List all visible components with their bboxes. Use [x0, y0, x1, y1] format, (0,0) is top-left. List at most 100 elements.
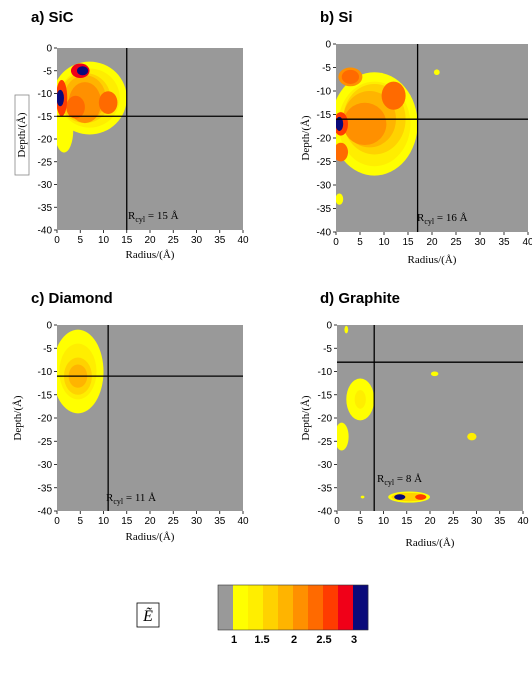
panel-d-x-axis-label: Radius/(Å) [406, 537, 455, 549]
contour-region [344, 325, 349, 334]
contour-region [430, 371, 439, 377]
y-tick-label: -20 [38, 135, 53, 146]
y-tick-label: -30 [317, 181, 332, 192]
panel-a-x-ticks: 0 5 10 15 20 25 30 35 40 [54, 230, 249, 246]
colorbar-swatch [278, 585, 294, 630]
contour-region [57, 89, 64, 107]
y-tick-label: 0 [326, 321, 332, 332]
contour-region [341, 69, 360, 84]
panel-b-y-ticks: 0 -5 -10 -15 -20 -25 -30 -35 -40 [317, 40, 336, 239]
colorbar-swatch [218, 585, 234, 630]
x-tick-label: 40 [517, 516, 529, 527]
panel-c-x-ticks: 0 5 10 15 20 25 30 35 40 [54, 511, 249, 527]
panel-c-y-axis-label: Depth/(Å) [12, 395, 24, 441]
y-tick-label: -25 [317, 157, 332, 168]
panel-d-plot-area [337, 325, 523, 511]
panel-d-crosshair [337, 325, 523, 511]
contour-region [337, 422, 349, 451]
panel-a-title: a) SiC [31, 9, 74, 26]
panel-a-y-ticks: 0 -5 -10 -15 -20 -25 -30 -35 -40 [38, 44, 57, 237]
y-tick-label: 0 [325, 40, 331, 51]
y-tick-label: -40 [318, 507, 333, 518]
colorbar-tick-label: 2 [291, 634, 297, 646]
x-tick-label: 30 [191, 516, 203, 527]
y-tick-label: -40 [38, 226, 53, 237]
x-tick-label: 5 [357, 516, 363, 527]
x-tick-label: 20 [424, 516, 436, 527]
colorbar-tick-label: 2.5 [316, 634, 331, 646]
x-tick-label: 5 [357, 237, 363, 248]
panel-c-rcyl-label: Rcyl = 11 Å [106, 492, 156, 506]
y-tick-label: -15 [317, 110, 332, 121]
x-tick-label: 20 [144, 516, 156, 527]
y-tick-label: 0 [46, 321, 52, 332]
panel-a-crosshair [57, 48, 243, 230]
contour-region [98, 91, 118, 114]
y-tick-label: -10 [318, 367, 333, 378]
y-tick-label: 0 [46, 44, 52, 55]
x-tick-label: 30 [471, 516, 483, 527]
colorbar-swatch [323, 585, 339, 630]
colorbar-swatch [293, 585, 309, 630]
y-tick-label: -20 [318, 414, 333, 425]
x-tick-label: 25 [448, 516, 460, 527]
x-tick-label: 25 [168, 235, 180, 246]
contour-region [381, 81, 406, 110]
panel-d-x-ticks: 0 5 10 15 20 25 30 35 40 [334, 511, 529, 527]
x-tick-label: 20 [144, 235, 156, 246]
x-tick-label: 0 [54, 516, 60, 527]
colorbar-tick-label: 3 [351, 634, 357, 646]
y-tick-label: -5 [43, 66, 52, 77]
panel-b-title: b) Si [320, 9, 353, 26]
y-tick-label: -25 [318, 437, 333, 448]
y-tick-label: -35 [38, 203, 53, 214]
x-tick-label: 5 [77, 516, 83, 527]
panel-a-rcyl-label: Rcyl = 15 Å [128, 210, 179, 224]
colorbar-tick-label: 1.5 [254, 634, 269, 646]
x-tick-label: 35 [214, 516, 226, 527]
contour-region [336, 142, 348, 162]
x-tick-label: 15 [121, 235, 133, 246]
x-tick-label: 10 [378, 516, 390, 527]
panel-b-x-ticks: 0 5 10 15 20 25 30 35 40 [333, 232, 532, 248]
panel-b-contours [336, 67, 440, 205]
panel-a-y-label-box [14, 94, 30, 176]
panel-d-title: d) Graphite [320, 290, 400, 307]
y-tick-label: -15 [38, 112, 53, 123]
colorbar-legend: Ẽ 1 1.5 2 2.5 3 [136, 584, 369, 646]
y-tick-label: -40 [317, 228, 332, 239]
contour-region [66, 95, 85, 119]
contour-region [394, 494, 406, 500]
y-tick-label: -30 [38, 460, 53, 471]
panel-d: d) Graphite 0 5 10 15 20 25 30 35 40 0 -5 -10 -15 -2… [300, 290, 529, 549]
panel-d-contours [337, 325, 477, 503]
y-tick-label: -10 [38, 367, 53, 378]
panel-b-rcyl-label: Rcyl = 16 Å [417, 212, 468, 226]
y-tick-label: -15 [38, 390, 53, 401]
panel-d-y-ticks: 0 -5 -10 -15 -20 -25 -30 -35 -40 [318, 321, 337, 518]
x-tick-label: 15 [121, 516, 133, 527]
y-tick-label: -40 [38, 507, 53, 518]
y-tick-label: -30 [38, 180, 53, 191]
colorbar-swatch [233, 585, 249, 630]
colorbar-tick-label: 1 [231, 634, 237, 646]
panel-d-rcyl-label: Rcyl = 8 Å [377, 473, 422, 487]
y-tick-label: -20 [38, 414, 53, 425]
x-tick-label: 35 [498, 237, 510, 248]
panel-c-x-axis-label: Radius/(Å) [126, 531, 175, 543]
energy-symbol: Ẽ [142, 607, 153, 625]
y-tick-label: -5 [322, 63, 331, 74]
x-tick-label: 15 [401, 516, 413, 527]
y-tick-label: -30 [318, 460, 333, 471]
x-tick-label: 25 [168, 516, 180, 527]
panel-b-crosshair [336, 44, 528, 232]
colorbar-swatch [353, 585, 369, 630]
x-tick-label: 40 [237, 235, 249, 246]
y-tick-label: -25 [38, 437, 53, 448]
contour-region [354, 390, 366, 409]
panel-c-contours [57, 329, 104, 414]
contour-region [76, 66, 89, 76]
contour-region [467, 432, 477, 441]
contour-region [336, 116, 344, 131]
